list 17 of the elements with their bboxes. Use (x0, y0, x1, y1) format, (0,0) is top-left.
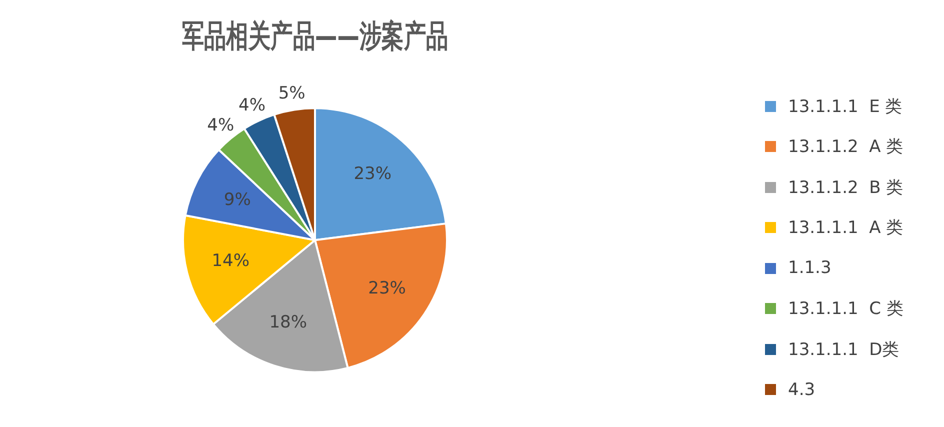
legend-label: 1.1.3 (788, 258, 832, 278)
data-label: 14% (212, 251, 250, 272)
legend-label: 4.3 (788, 380, 816, 400)
data-label: 23% (368, 278, 406, 298)
data-label: 4% (207, 115, 234, 136)
chart-title: 军品相关产品——涉案产品 (182, 19, 448, 55)
data-label: 4% (238, 96, 266, 116)
legend-label: 13.1.1.2 B 类 (788, 176, 904, 199)
data-label: 23% (354, 164, 392, 184)
legend-label: 13.1.1.1 C 类 (788, 298, 904, 320)
legend-label: 13.1.1.1 A 类 (788, 217, 904, 240)
data-label: 18% (269, 312, 307, 332)
legend-label: 13.1.1.1 E 类 (788, 96, 902, 118)
data-label: 9% (224, 190, 251, 210)
legend-label: 13.1.1.1 D类 (788, 338, 900, 361)
data-label: 5% (278, 83, 306, 104)
legend-label: 13.1.1.2 A 类 (788, 136, 904, 158)
